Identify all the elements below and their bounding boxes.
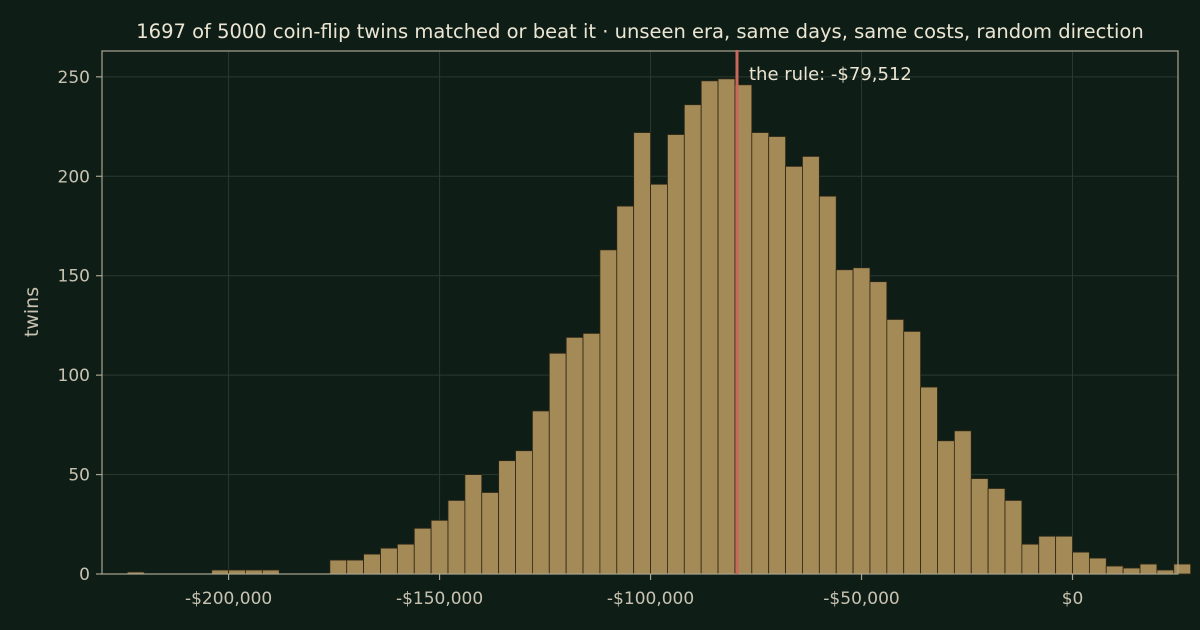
histogram-bar: [430, 519, 449, 575]
histogram-bar: [1021, 543, 1040, 575]
histogram-bar: [582, 332, 601, 575]
histogram-bar: [650, 183, 668, 575]
histogram-bar: [447, 500, 466, 575]
x-tick-label: -$100,000: [607, 589, 694, 609]
histogram-bar: [1105, 565, 1124, 575]
histogram-bar: [532, 410, 550, 575]
histogram-bar: [1139, 563, 1158, 575]
histogram-bar: [835, 269, 854, 575]
histogram-bar: [937, 440, 955, 575]
histogram-bar: [683, 104, 702, 575]
histogram-bar: [329, 559, 348, 575]
histogram-bar: [1122, 567, 1141, 575]
histogram-bar: [1173, 563, 1192, 575]
histogram-bar: [481, 492, 500, 575]
histogram-bar: [1072, 551, 1090, 575]
histogram-bar: [903, 330, 922, 575]
x-tick-label: $0: [1062, 589, 1084, 609]
y-axis-title: twins: [21, 287, 43, 337]
histogram-bar: [1004, 500, 1023, 575]
x-tick-label: -$150,000: [396, 589, 483, 609]
histogram-bar: [700, 80, 719, 575]
histogram-bars: [126, 78, 1192, 575]
histogram-bar: [380, 547, 398, 575]
histogram-bar: [1055, 535, 1073, 575]
histogram-bar: [785, 165, 803, 575]
histogram-bar: [565, 336, 584, 575]
y-tick-label: 200: [58, 167, 90, 187]
histogram-bar: [920, 386, 938, 575]
histogram-bar: [498, 460, 516, 575]
y-tick-label: 0: [79, 565, 90, 585]
histogram-bar: [751, 132, 770, 575]
histogram-bar: [413, 527, 432, 575]
histogram-bar: [599, 249, 618, 575]
histogram-bar: [987, 488, 1006, 575]
chart-title: 1697 of 5000 coin-flip twins matched or …: [136, 20, 1143, 43]
histogram-bar: [363, 553, 381, 575]
axes: -$200,000 -$150,000 -$100,000 -$50,000 $0 0 50…: [58, 50, 1179, 609]
y-tick-label: 100: [58, 366, 90, 386]
histogram-bar: [515, 450, 533, 575]
histogram-bar: [1038, 535, 1057, 575]
histogram-bar: [802, 155, 820, 575]
histogram-bar: [768, 136, 786, 575]
histogram-bar: [953, 430, 972, 575]
histogram-bar: [464, 474, 483, 575]
x-tick-label: -$200,000: [185, 589, 272, 609]
y-tick-label: 150: [58, 267, 90, 287]
histogram-bar: [346, 559, 365, 575]
histogram-bar: [970, 478, 989, 575]
histogram-bar: [886, 319, 905, 575]
plot-frame: [101, 50, 1179, 575]
rule-marker-label: the rule: -$79,512: [749, 64, 912, 85]
histogram-bar: [818, 195, 837, 575]
histogram-bar: [616, 205, 635, 575]
histogram-bar: [869, 281, 888, 575]
histogram-bar: [1088, 557, 1107, 575]
histogram-bar: [667, 134, 685, 575]
histogram-bar: [852, 267, 871, 575]
histogram-bar: [548, 352, 567, 575]
y-tick-label: 50: [68, 466, 90, 486]
histogram-bar: [633, 132, 651, 575]
y-tick-label: 250: [58, 68, 90, 88]
x-tick-label: -$50,000: [823, 589, 899, 609]
histogram-bar: [396, 543, 415, 575]
histogram-bar: [717, 78, 736, 575]
